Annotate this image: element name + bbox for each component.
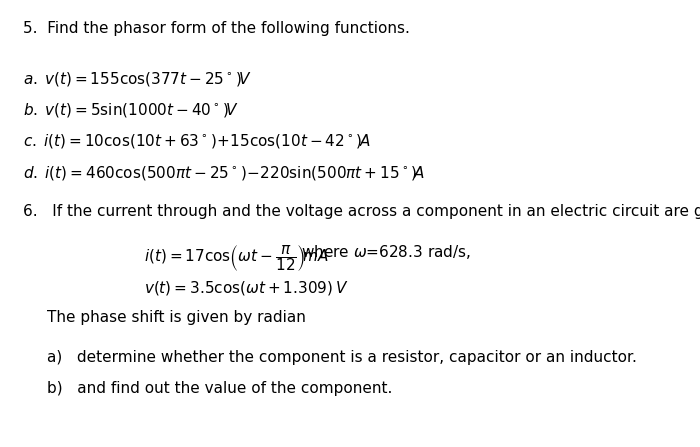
Text: 6.   If the current through and the voltage across a component in an electric ci: 6. If the current through and the voltag… bbox=[23, 203, 700, 219]
Text: 5.  Find the phasor form of the following functions.: 5. Find the phasor form of the following… bbox=[23, 21, 410, 36]
Text: $i(t) = 17\cos\!\left(\omega t - \dfrac{\pi}{12}\right)\!mA$: $i(t) = 17\cos\!\left(\omega t - \dfrac{… bbox=[144, 244, 329, 274]
Text: $d.\; i(t) = 460\cos\!\left(500\pi t - 25^\circ\right)\!-\!220\sin\!\left(500\pi: $d.\; i(t) = 460\cos\!\left(500\pi t - 2… bbox=[23, 164, 425, 181]
Text: where $\omega$=628.3 rad/s,: where $\omega$=628.3 rad/s, bbox=[301, 244, 470, 261]
Text: $c.\; i(t) = 10\cos\!\left(10t + 63^\circ\right)\!+\!15\cos\!\left(10t - 42^\cir: $c.\; i(t) = 10\cos\!\left(10t + 63^\cir… bbox=[23, 132, 370, 151]
Text: $b.\; v(t) = 5\sin\!\left(1000t - 40^\circ\right)\!V$: $b.\; v(t) = 5\sin\!\left(1000t - 40^\ci… bbox=[23, 101, 239, 119]
Text: The phase shift is given by radian: The phase shift is given by radian bbox=[46, 310, 305, 325]
Text: $v(t) = 3.5\cos\!(\omega t + 1.309)\,V$: $v(t) = 3.5\cos\!(\omega t + 1.309)\,V$ bbox=[144, 279, 349, 297]
Text: b)   and find out the value of the component.: b) and find out the value of the compone… bbox=[46, 381, 392, 396]
Text: a)   determine whether the component is a resistor, capacitor or an inductor.: a) determine whether the component is a … bbox=[46, 350, 636, 365]
Text: $a.\; v(t) = 155\cos\!\left(377t - 25^\circ\right)\!V$: $a.\; v(t) = 155\cos\!\left(377t - 25^\c… bbox=[23, 70, 251, 88]
